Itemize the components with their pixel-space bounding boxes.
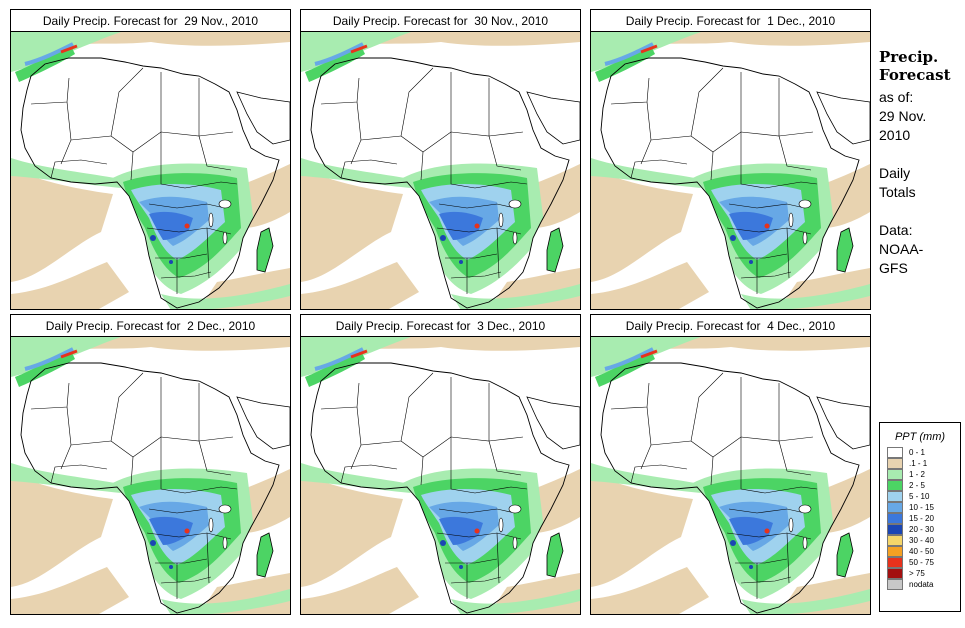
forecast-panel-29-nov: Daily Precip. Forecast for 29 Nov., 2010 bbox=[10, 9, 291, 311]
legend-label: 10 - 15 bbox=[909, 503, 934, 512]
legend-label: 1 - 2 bbox=[909, 470, 926, 479]
legend-item: 1 - 2 bbox=[880, 469, 960, 480]
legend-label: 40 - 50 bbox=[909, 547, 934, 556]
legend-item: 15 - 20 bbox=[880, 513, 960, 524]
source-line1: NOAA- bbox=[879, 241, 924, 257]
precip-map bbox=[10, 31, 291, 310]
forecast-panel-1-dec: Daily Precip. Forecast for 1 Dec., 2010 bbox=[590, 9, 871, 311]
legend-swatch bbox=[887, 579, 903, 590]
data-label: Data: bbox=[879, 222, 913, 238]
legend-label: nodata bbox=[909, 580, 934, 589]
precip-map bbox=[300, 31, 581, 310]
legend-swatch bbox=[887, 458, 903, 469]
legend-label: .1 - 1 bbox=[909, 459, 928, 468]
precip-map bbox=[590, 31, 871, 310]
legend-item: nodata bbox=[880, 579, 960, 590]
legend-swatch bbox=[887, 568, 903, 579]
legend-item: 20 - 30 bbox=[880, 524, 960, 535]
legend-label: 50 - 75 bbox=[909, 558, 934, 567]
legend-label: 5 - 10 bbox=[909, 492, 930, 501]
panel-title: Daily Precip. Forecast for 2 Dec., 2010 bbox=[10, 314, 291, 338]
daily-label: Daily bbox=[879, 165, 911, 181]
precip-legend: PPT (mm) 0 - 1 .1 - 1 1 - 2 2 - 5 5 - 10 10 -… bbox=[879, 422, 961, 612]
legend-swatch bbox=[887, 535, 903, 546]
forecast-panel-30-nov: Daily Precip. Forecast for 30 Nov., 2010 bbox=[300, 9, 581, 311]
as-of-date-line2: 2010 bbox=[879, 127, 911, 143]
panel-title: Daily Precip. Forecast for 29 Nov., 2010 bbox=[10, 9, 291, 33]
legend-swatch bbox=[887, 557, 903, 568]
legend-label: 20 - 30 bbox=[909, 525, 934, 534]
legend-swatch bbox=[887, 469, 903, 480]
legend-item: 0 - 1 bbox=[880, 447, 960, 458]
precip-map bbox=[590, 336, 871, 615]
legend-item: > 75 bbox=[880, 568, 960, 579]
panel-title: Daily Precip. Forecast for 1 Dec., 2010 bbox=[590, 9, 871, 33]
forecast-info: Precip. Forecast as of: 29 Nov. 2010 Dai… bbox=[879, 48, 963, 278]
legend-item: 10 - 15 bbox=[880, 502, 960, 513]
forecast-panel-2-dec: Daily Precip. Forecast for 2 Dec., 2010 bbox=[10, 314, 291, 616]
as-of-date-line1: 29 Nov. bbox=[879, 108, 927, 124]
as-of-label: as of: bbox=[879, 89, 914, 105]
legend-item: 40 - 50 bbox=[880, 546, 960, 557]
info-title-line1: Precip. bbox=[879, 48, 939, 66]
precip-map bbox=[10, 336, 291, 615]
legend-item: 5 - 10 bbox=[880, 491, 960, 502]
info-title-line2: Forecast bbox=[879, 66, 951, 84]
legend-swatch bbox=[887, 480, 903, 491]
legend-items: 0 - 1 .1 - 1 1 - 2 2 - 5 5 - 10 10 - 15 15 - 2… bbox=[880, 447, 960, 590]
legend-swatch bbox=[887, 524, 903, 535]
source-line2: GFS bbox=[879, 260, 908, 276]
legend-label: 2 - 5 bbox=[909, 481, 926, 490]
legend-item: .1 - 1 bbox=[880, 458, 960, 469]
panel-title: Daily Precip. Forecast for 4 Dec., 2010 bbox=[590, 314, 871, 338]
legend-label: > 75 bbox=[909, 569, 925, 578]
panel-title: Daily Precip. Forecast for 30 Nov., 2010 bbox=[300, 9, 581, 33]
legend-label: 0 - 1 bbox=[909, 448, 926, 457]
legend-label: 30 - 40 bbox=[909, 536, 934, 545]
panel-title: Daily Precip. Forecast for 3 Dec., 2010 bbox=[300, 314, 581, 338]
legend-title: PPT (mm) bbox=[894, 431, 946, 443]
legend-swatch bbox=[887, 502, 903, 513]
totals-label: Totals bbox=[879, 184, 916, 200]
forecast-panel-3-dec: Daily Precip. Forecast for 3 Dec., 2010 bbox=[300, 314, 581, 616]
precip-map bbox=[300, 336, 581, 615]
legend-swatch bbox=[887, 546, 903, 557]
legend-item: 30 - 40 bbox=[880, 535, 960, 546]
legend-label: 15 - 20 bbox=[909, 514, 934, 523]
legend-item: 2 - 5 bbox=[880, 480, 960, 491]
legend-swatch bbox=[887, 513, 903, 524]
legend-item: 50 - 75 bbox=[880, 557, 960, 568]
legend-swatch bbox=[887, 447, 903, 458]
forecast-panel-4-dec: Daily Precip. Forecast for 4 Dec., 2010 bbox=[590, 314, 871, 616]
legend-swatch bbox=[887, 491, 903, 502]
